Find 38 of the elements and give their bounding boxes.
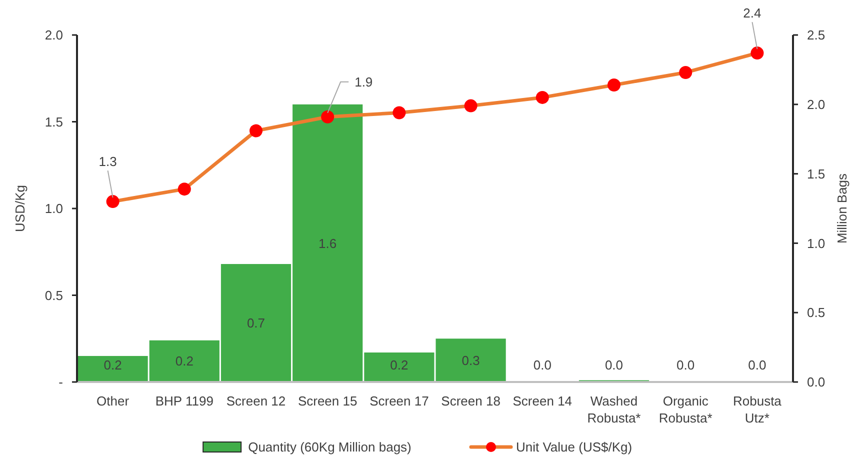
y2-axis-title: Million Bags xyxy=(834,172,850,244)
x-tick-label: Washed Robusta* xyxy=(587,394,641,426)
data-label: 0.0 xyxy=(604,358,624,373)
y-tick-label: 1.5 xyxy=(44,114,63,130)
data-label: 2.4 xyxy=(743,6,762,21)
y2-tick-label: 2.0 xyxy=(807,96,826,112)
data-label: 1.6 xyxy=(318,236,337,251)
data-label: 0.0 xyxy=(676,358,695,373)
data-label: 1.3 xyxy=(98,154,117,170)
y2-tick-label: 1.0 xyxy=(807,236,826,251)
x-tick-label: Screen 18 xyxy=(441,394,500,409)
data-label: 0.3 xyxy=(462,352,480,368)
data-label: 0.0 xyxy=(533,358,552,373)
x-tick-label: Screen 17 xyxy=(370,394,429,409)
data-label: 0.2 xyxy=(175,354,194,369)
y2-tick-label: 2.5 xyxy=(807,28,826,43)
x-tick-label: Other xyxy=(96,394,130,409)
x-tick-label: Organic Robusta* xyxy=(658,394,712,426)
x-tick-label: Robusta Utz* xyxy=(732,394,782,426)
y-tick-label: 1.0 xyxy=(44,201,63,216)
y-tick-label: 0.5 xyxy=(44,288,63,303)
data-label: 0.2 xyxy=(104,358,122,373)
data-label: 1.9 xyxy=(354,74,373,90)
legend-label: Unit Value (US$/Kg) xyxy=(516,440,632,455)
x-tick-label: Screen 14 xyxy=(512,394,572,409)
y-axis-title: USD/Kg xyxy=(12,185,28,232)
x-tick-label: BHP 1199 xyxy=(155,394,214,409)
data-label: 0.7 xyxy=(246,316,266,331)
y2-tick-label: 0.0 xyxy=(807,374,826,390)
legend-label: Quantity (60Kg Million bags) xyxy=(248,440,412,455)
x-tick-label: Screen 15 xyxy=(298,394,358,409)
y-tick-label: 2.0 xyxy=(44,28,63,43)
y2-tick-label: 0.5 xyxy=(807,305,826,320)
y-tick-label: - xyxy=(58,374,63,390)
y2-tick-label: 1.5 xyxy=(807,166,826,182)
data-label: 0.2 xyxy=(390,358,408,373)
x-tick-label: Screen 12 xyxy=(226,394,286,409)
data-label: 0.0 xyxy=(748,358,766,373)
